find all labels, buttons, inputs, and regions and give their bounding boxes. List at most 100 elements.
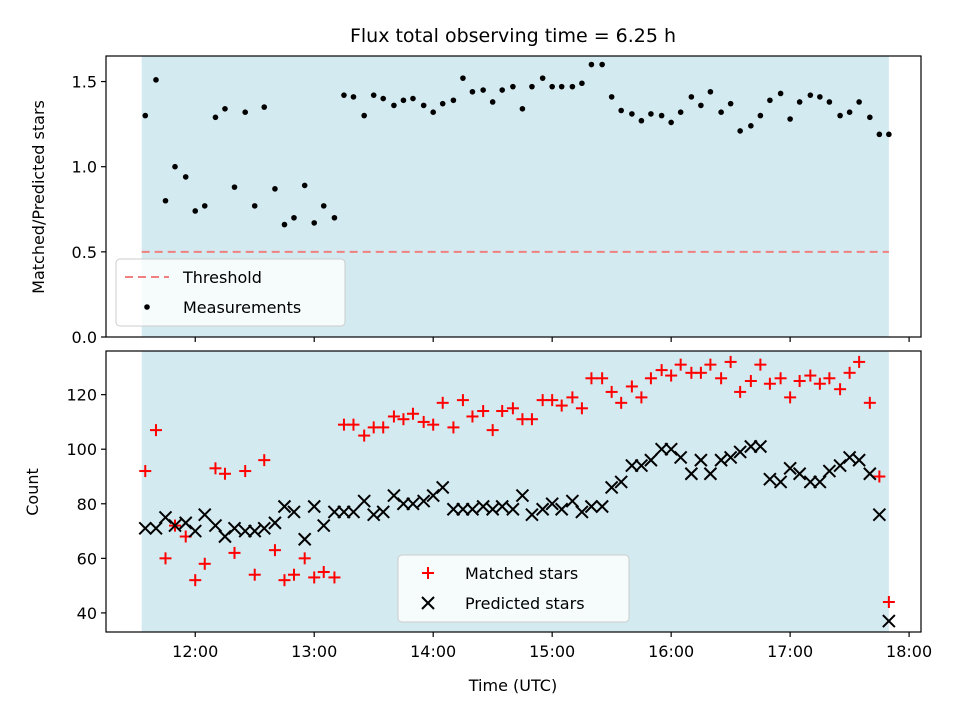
predicted-star-point (287, 505, 301, 519)
legend-predicted-swatch (421, 596, 435, 610)
bottom-y-axis-label: Count (23, 468, 42, 516)
measurement-point (261, 104, 268, 110)
matched-star-point (665, 369, 678, 382)
measurement-point (460, 75, 466, 81)
matched-star-point (506, 402, 519, 415)
measurement-point (867, 114, 873, 121)
matched-star-point (724, 355, 737, 368)
y-tick-label: 80 (77, 495, 97, 514)
measurement-point (648, 111, 654, 117)
matched-star-point (268, 544, 281, 557)
measurement-point (489, 99, 496, 105)
predicted-star-point (684, 467, 699, 481)
matched-star-point (218, 467, 231, 480)
predicted-star-point (515, 488, 530, 503)
predicted-star-point (149, 521, 163, 536)
matched-star-point (625, 380, 638, 393)
bottom-panel: 40 60 80 100 120 12:00 13:00 14:00 15:00 16:00 17… (23, 350, 932, 695)
matched-star-point (674, 358, 687, 371)
predicted-star-point (456, 502, 470, 516)
measurement-point (301, 182, 308, 189)
legend-threshold-label: Threshold (182, 268, 262, 287)
matched-star-point (843, 366, 856, 379)
matched-star-point (387, 410, 400, 423)
predicted-star-point (703, 467, 718, 481)
predicted-star-point (714, 453, 728, 467)
matched-star-point (804, 369, 817, 382)
predicted-star-point (227, 521, 242, 536)
predicted-star-point (584, 499, 599, 514)
matched-star-point (715, 372, 728, 385)
measurement-point (737, 128, 743, 134)
predicted-star-point (416, 494, 431, 508)
y-tick-label: 0.0 (72, 328, 97, 347)
measurement-point (549, 83, 555, 90)
legend-measurements-swatch (144, 304, 150, 310)
predicted-star-point (575, 505, 589, 519)
matched-star-point (763, 377, 776, 390)
predicted-star-point (744, 439, 758, 454)
measurement-point (450, 97, 457, 104)
predicted-star-point (465, 502, 480, 516)
matched-star-point (347, 418, 360, 431)
measurement-point (807, 92, 814, 98)
predicted-star-point (813, 475, 827, 489)
bottom-x-ticks: 12:00 13:00 14:00 15:00 16:00 17:00 18:00 (172, 632, 932, 661)
predicted-star-point (188, 524, 202, 538)
measurement-point (876, 131, 883, 138)
matched-star-point (406, 407, 419, 420)
matched-star-point (486, 424, 499, 437)
measurement-point (777, 90, 784, 97)
matched-star-point (655, 364, 668, 377)
matched-star-point (525, 413, 538, 426)
matched-star-point (248, 568, 261, 581)
top-y-ticks: 0.0 0.5 1.0 1.5 (72, 73, 106, 347)
matched-star-point (377, 421, 390, 434)
predicted-star-point (842, 450, 857, 465)
predicted-star-point (673, 450, 688, 465)
predicted-star-point (852, 453, 866, 467)
x-tick-label: 12:00 (172, 642, 218, 661)
predicted-star-point (753, 439, 768, 454)
matched-star-point (287, 568, 300, 581)
measurement-point (668, 119, 674, 126)
matched-star-point (298, 552, 311, 565)
x-axis-label: Time (UTC) (468, 676, 557, 695)
measurement-point (757, 112, 764, 119)
predicted-star-point (822, 464, 837, 478)
measurement-point (320, 203, 327, 209)
matched-star-point (466, 410, 479, 423)
matched-star-point (704, 358, 717, 371)
predicted-star-point (773, 475, 788, 489)
y-tick-label: 60 (77, 549, 97, 568)
measurement-point (796, 99, 803, 105)
y-tick-label: 0.5 (72, 243, 97, 262)
y-tick-label: 100 (66, 440, 97, 459)
matched-star-point (585, 372, 598, 385)
top-x-ticks (194, 337, 910, 342)
matched-star-point (258, 454, 271, 467)
matched-star-point (575, 402, 588, 415)
top-panel: 0.0 0.5 1.0 1.5 Matched/Predicted stars Thr… (29, 55, 922, 347)
measurement-point (331, 214, 338, 221)
predicted-star-point (307, 499, 321, 514)
matched-star-point (358, 429, 371, 442)
predicted-star-point (634, 458, 649, 473)
matched-star-point (239, 465, 252, 478)
measurement-point (361, 112, 367, 119)
predicted-star-point (257, 521, 271, 536)
measurement-point (558, 83, 565, 90)
measurement-point (599, 61, 605, 68)
predicted-star-point (346, 505, 361, 519)
measurement-point (529, 83, 535, 90)
predicted-star-point (198, 507, 212, 522)
measurement-point (281, 221, 288, 228)
y-tick-label: 40 (77, 604, 97, 623)
predicted-star-point (476, 499, 490, 514)
predicted-star-point (436, 480, 450, 495)
measurement-point (430, 109, 436, 115)
predicted-star-point (208, 518, 223, 533)
measurement-point (618, 107, 624, 114)
matched-star-point (198, 557, 211, 570)
